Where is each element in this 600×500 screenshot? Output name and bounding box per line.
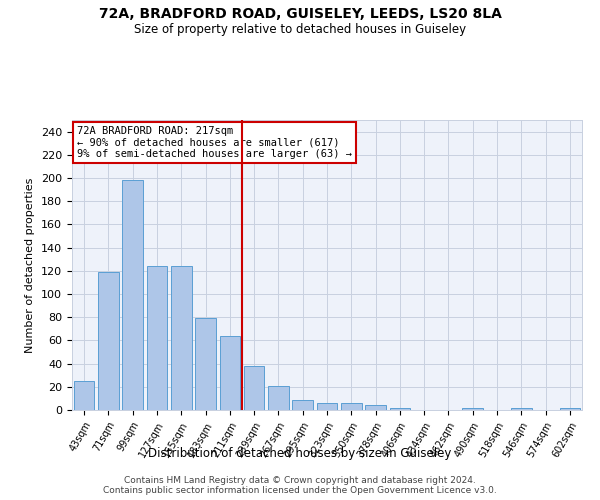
- Bar: [317, 403, 337, 410]
- Bar: [171, 266, 191, 410]
- Bar: [244, 366, 265, 410]
- Text: 72A BRADFORD ROAD: 217sqm
← 90% of detached houses are smaller (617)
9% of semi-: 72A BRADFORD ROAD: 217sqm ← 90% of detac…: [77, 126, 352, 159]
- Bar: [365, 406, 386, 410]
- Bar: [292, 400, 313, 410]
- Bar: [98, 272, 119, 410]
- Bar: [463, 408, 483, 410]
- Bar: [74, 381, 94, 410]
- Text: Size of property relative to detached houses in Guiseley: Size of property relative to detached ho…: [134, 22, 466, 36]
- Bar: [389, 408, 410, 410]
- Bar: [511, 408, 532, 410]
- Bar: [122, 180, 143, 410]
- Bar: [268, 386, 289, 410]
- Bar: [560, 408, 580, 410]
- Bar: [220, 336, 240, 410]
- Text: Contains HM Land Registry data © Crown copyright and database right 2024.
Contai: Contains HM Land Registry data © Crown c…: [103, 476, 497, 495]
- Bar: [195, 318, 216, 410]
- Text: Distribution of detached houses by size in Guiseley: Distribution of detached houses by size …: [148, 448, 452, 460]
- Y-axis label: Number of detached properties: Number of detached properties: [25, 178, 35, 352]
- Bar: [146, 266, 167, 410]
- Bar: [341, 403, 362, 410]
- Text: 72A, BRADFORD ROAD, GUISELEY, LEEDS, LS20 8LA: 72A, BRADFORD ROAD, GUISELEY, LEEDS, LS2…: [98, 8, 502, 22]
